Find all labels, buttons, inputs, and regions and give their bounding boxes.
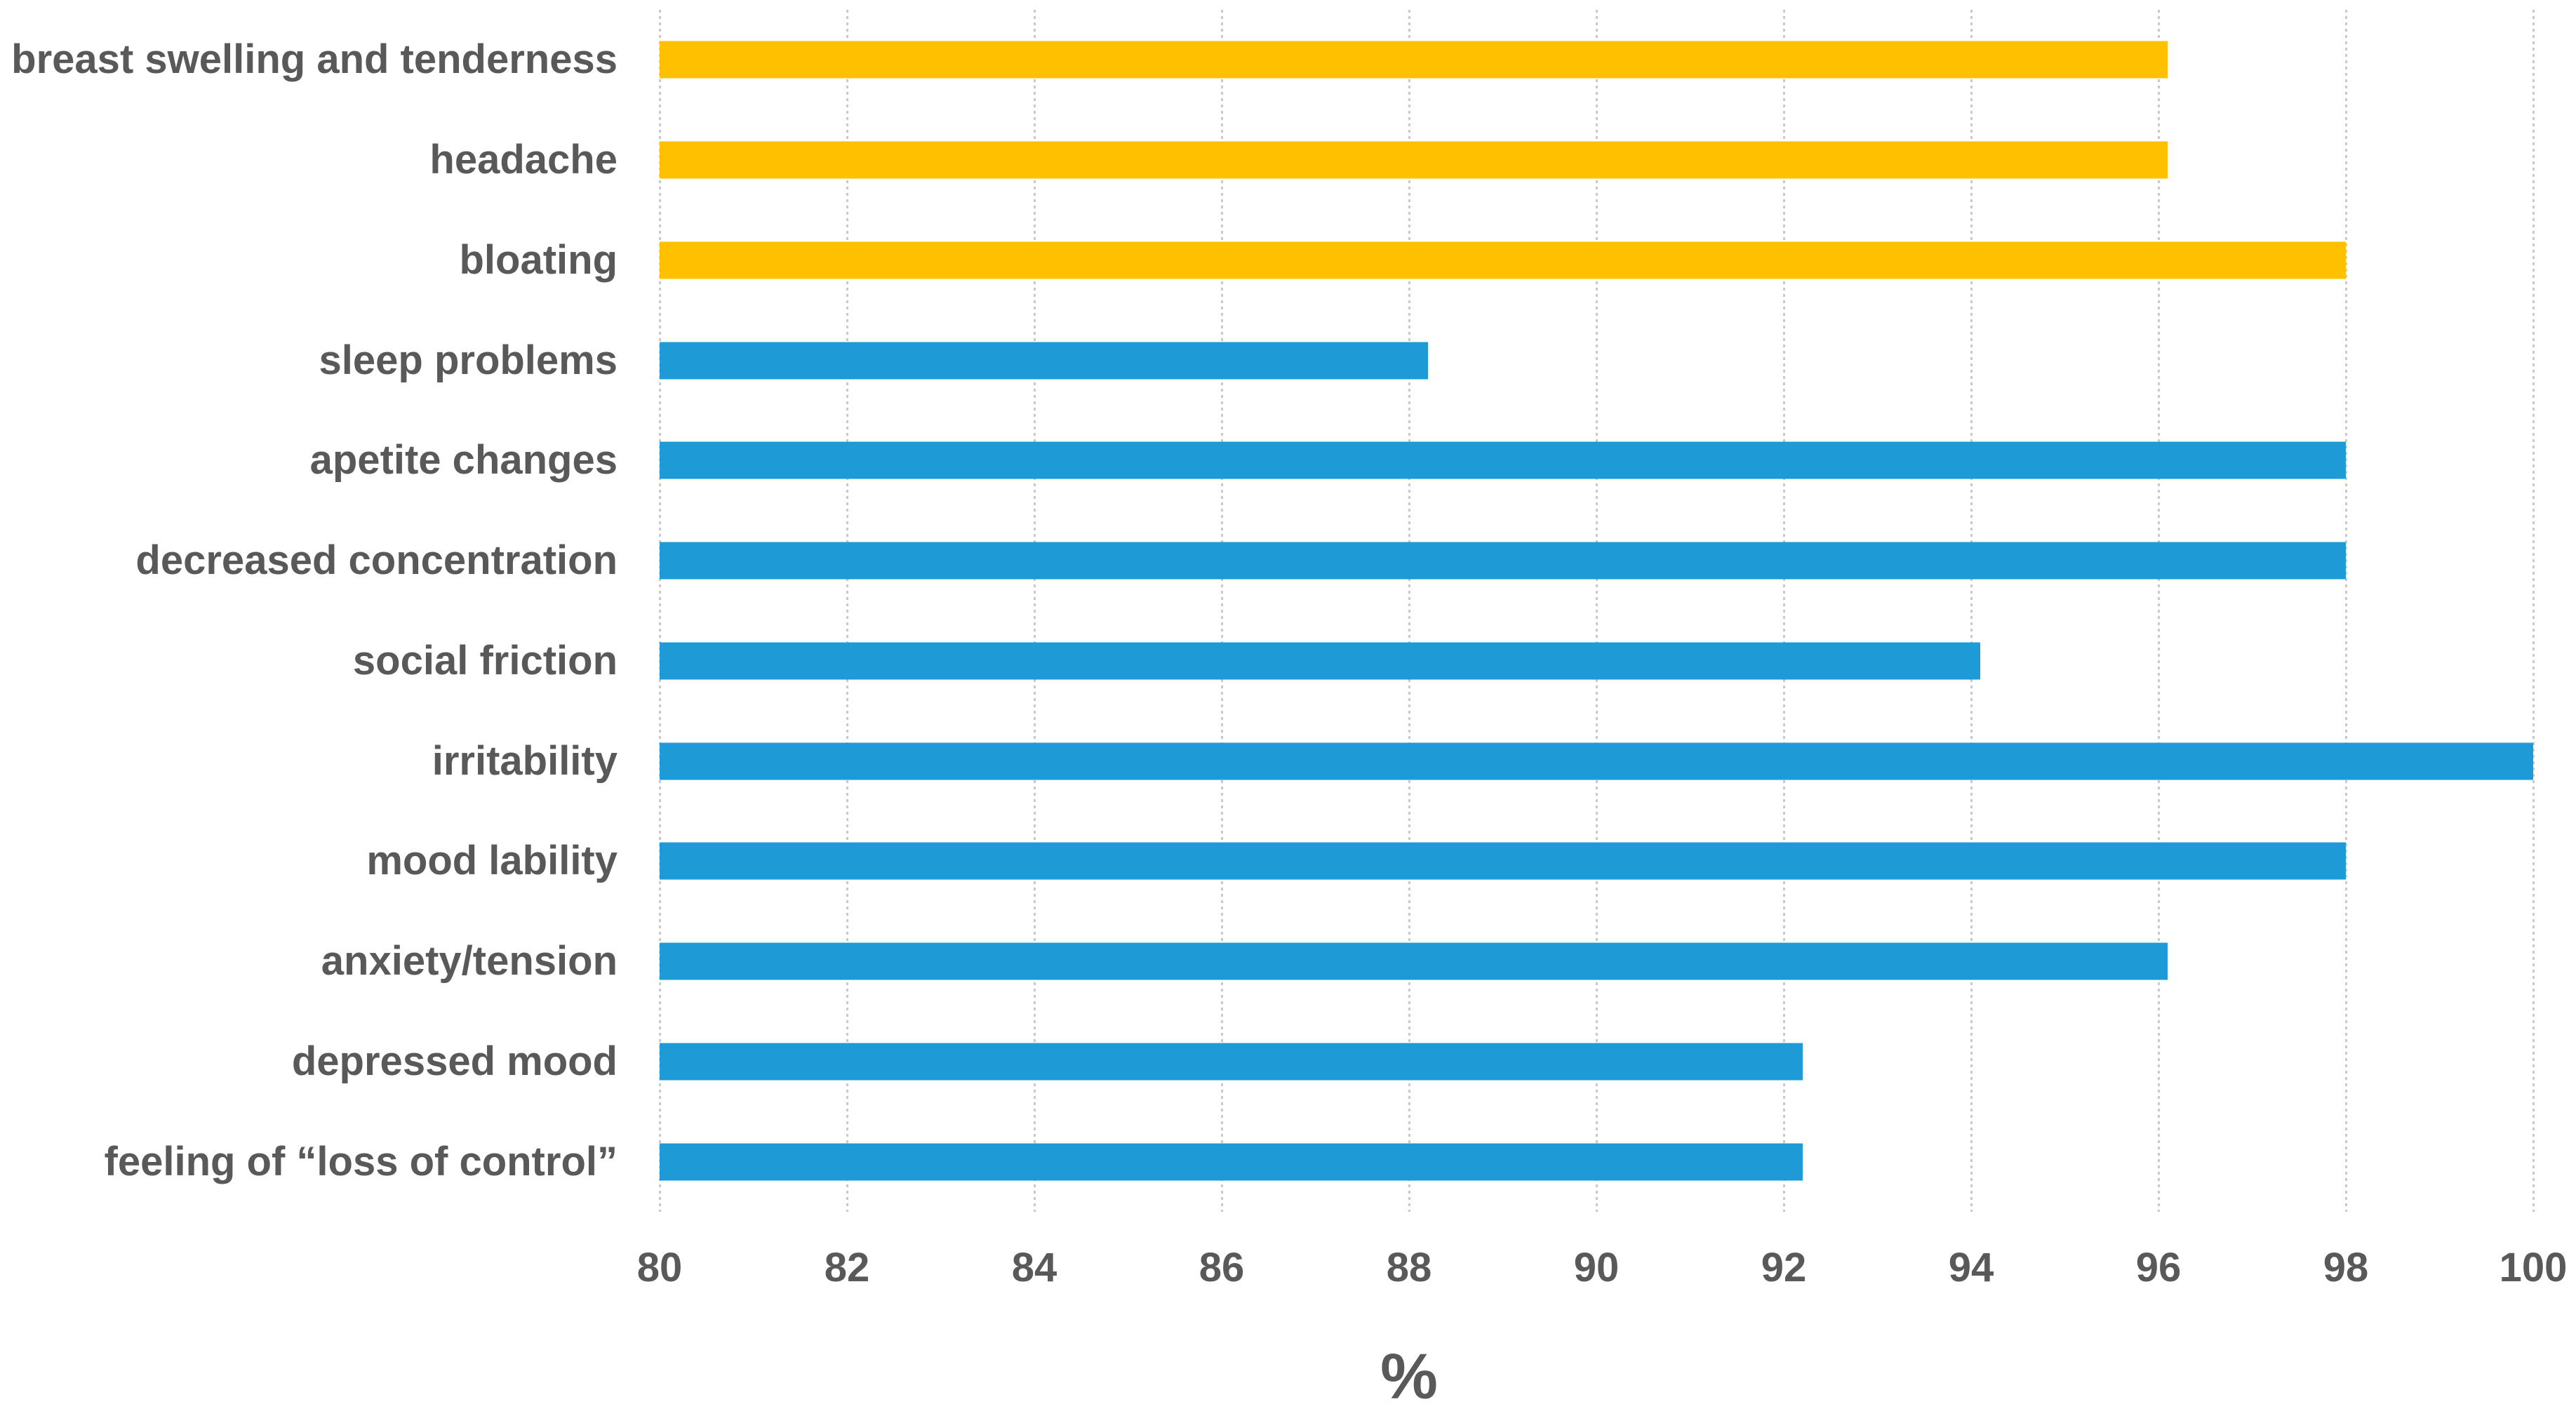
- bar-row: [660, 611, 2533, 712]
- x-axis-title: %: [1380, 1341, 1438, 1412]
- bar: [660, 41, 2168, 79]
- bar: [660, 942, 2168, 980]
- x-tick-label: 82: [824, 1245, 870, 1290]
- gridline-80: [659, 10, 661, 1212]
- bar-row: [660, 211, 2533, 311]
- bar-row: [660, 811, 2533, 911]
- bar-row: [660, 410, 2533, 511]
- bar-row: [660, 511, 2533, 611]
- x-tick-label: 90: [1573, 1245, 1620, 1290]
- bar: [660, 141, 2168, 179]
- gridline-84: [1034, 10, 1036, 1212]
- plot-area: [659, 10, 2535, 1212]
- x-tick-label: 100: [2499, 1245, 2568, 1290]
- category-label: decreased concentration: [135, 537, 618, 584]
- gridline-82: [846, 10, 848, 1212]
- category-label: headache: [429, 137, 618, 183]
- category-label: breast swelling and tenderness: [11, 36, 618, 83]
- x-tick-label: 94: [1948, 1245, 1994, 1290]
- bar: [660, 642, 1981, 680]
- bar: [660, 742, 2533, 780]
- category-label: social friction: [352, 637, 618, 683]
- x-tick-label: 84: [1011, 1245, 1057, 1290]
- category-label: sleep problems: [319, 337, 618, 383]
- gridline-98: [2345, 10, 2347, 1212]
- bar-row: [660, 711, 2533, 811]
- bar: [660, 241, 2346, 279]
- bar: [660, 441, 2346, 479]
- bar: [660, 1043, 1803, 1081]
- gridline-96: [2158, 10, 2160, 1212]
- bar: [660, 1143, 1803, 1181]
- x-tick-label: 88: [1386, 1245, 1432, 1290]
- category-label: feeling of “loss of control”: [104, 1138, 618, 1184]
- bar: [660, 342, 1428, 380]
- x-tick-label: 98: [2323, 1245, 2369, 1290]
- category-label: mood lability: [366, 838, 618, 884]
- bar: [660, 842, 2346, 880]
- bar-row: [660, 911, 2533, 1012]
- category-label: bloating: [459, 236, 618, 283]
- bar-row: [660, 1111, 2533, 1212]
- gridline-100: [2532, 10, 2535, 1212]
- bars-container: [660, 10, 2533, 1212]
- category-label: irritability: [432, 737, 618, 784]
- gridline-94: [1970, 10, 1973, 1212]
- gridline-92: [1783, 10, 1785, 1212]
- x-tick-label: 80: [636, 1245, 683, 1290]
- category-label: depressed mood: [291, 1038, 618, 1084]
- category-axis-labels: breast swelling and tenderness headache bl…: [0, 10, 618, 1212]
- category-label: anxiety/tension: [321, 938, 618, 984]
- category-label: apetite changes: [309, 437, 618, 483]
- x-tick-label: 92: [1761, 1245, 1807, 1290]
- gridline-88: [1408, 10, 1410, 1212]
- bar-row: [660, 10, 2533, 110]
- x-tick-label: 86: [1199, 1245, 1245, 1290]
- gridline-86: [1221, 10, 1223, 1212]
- gridline-90: [1596, 10, 1598, 1212]
- bar-row: [660, 1012, 2533, 1112]
- x-tick-label: 96: [2135, 1245, 2182, 1290]
- x-axis-tick-labels: 80 82 84 86 88 90 92 94 96 98 100: [637, 1245, 2568, 1297]
- bar: [660, 542, 2346, 580]
- bar-row: [660, 110, 2533, 211]
- bar-row: [660, 310, 2533, 410]
